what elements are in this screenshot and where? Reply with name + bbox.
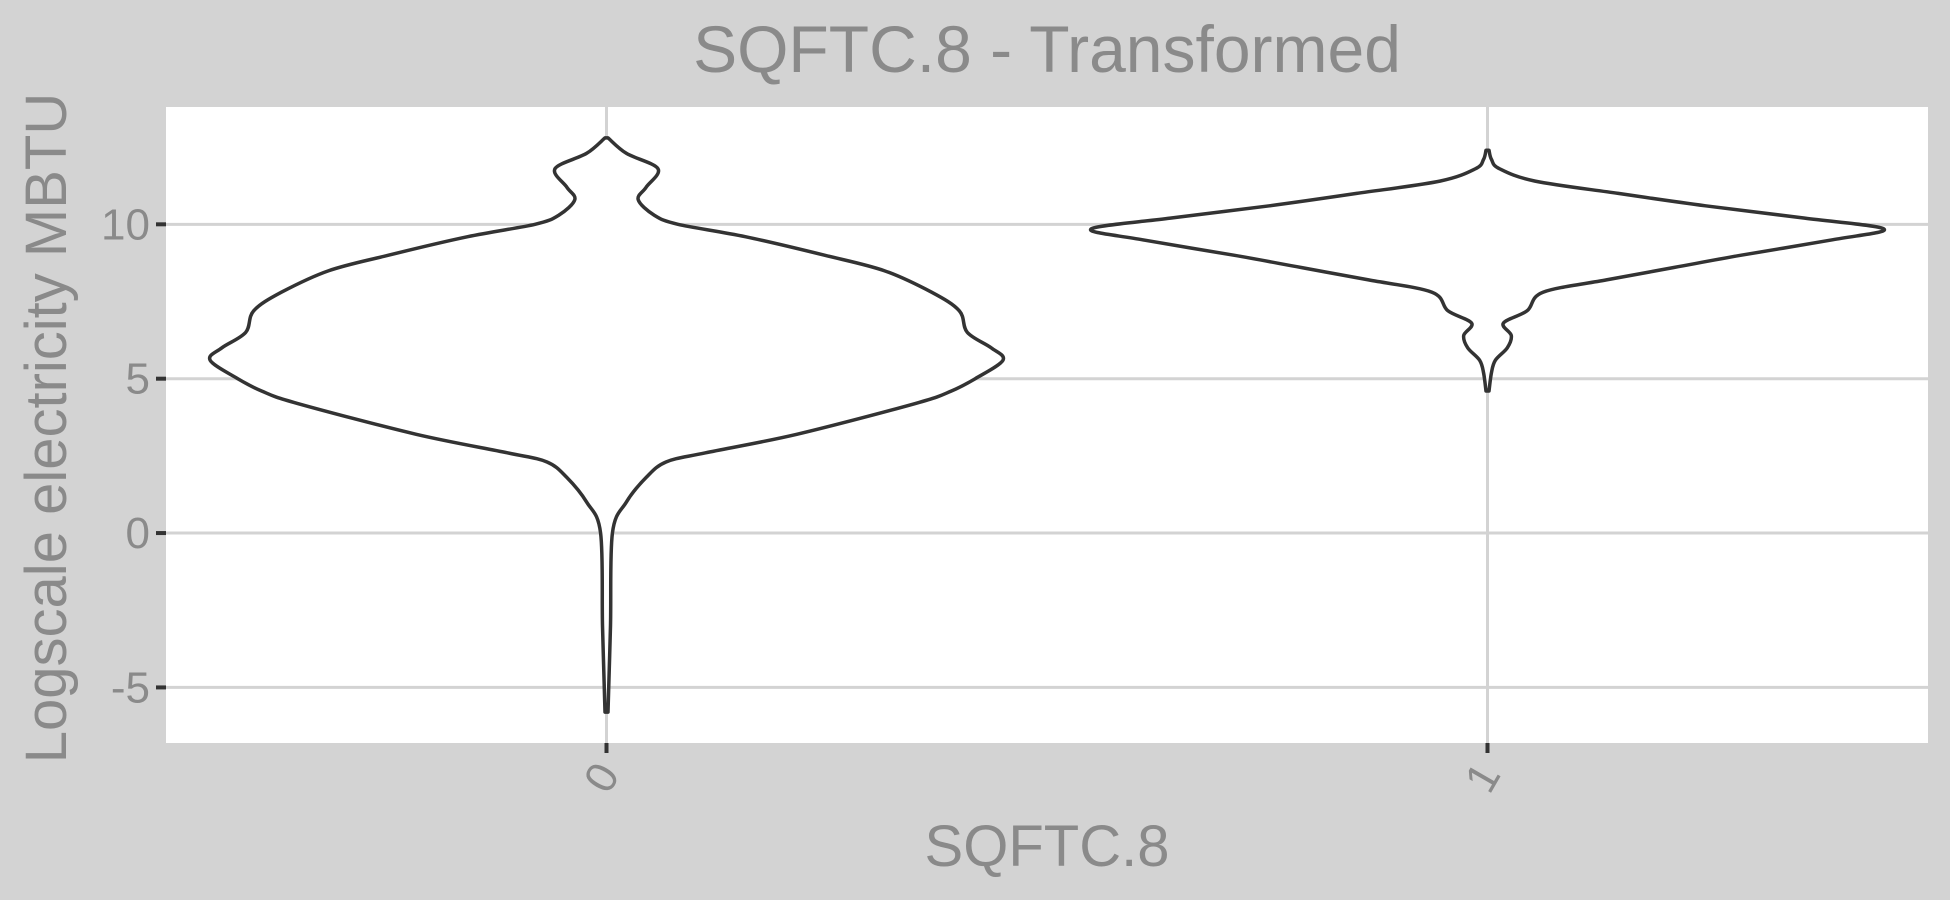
y-axis-title: Logscale electricity MBTU xyxy=(14,93,79,763)
violins xyxy=(207,136,1886,714)
violin-0 xyxy=(207,136,1006,714)
chart-title: SQFTC.8 - Transformed xyxy=(693,12,1401,86)
y-tick-label: 10 xyxy=(101,200,150,249)
x-axis-title: SQFTC.8 xyxy=(925,814,1170,879)
violin-1 xyxy=(1089,148,1886,393)
y-tick-label: 5 xyxy=(126,355,150,404)
y-axis: -5 0 5 10 xyxy=(101,200,166,712)
y-tick-label: -5 xyxy=(111,663,150,712)
y-tick-label: 0 xyxy=(126,509,150,558)
